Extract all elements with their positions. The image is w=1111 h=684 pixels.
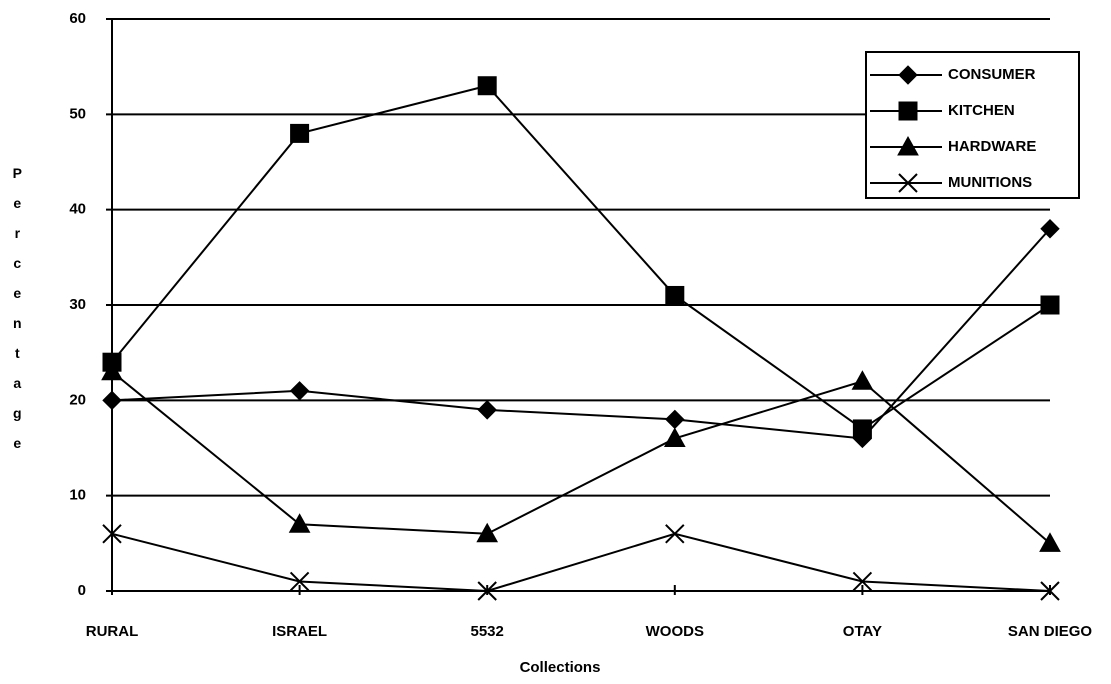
marker	[1040, 295, 1060, 315]
marker	[1039, 532, 1061, 552]
y-tick-label: 30	[69, 296, 86, 313]
y-tick-label: 10	[69, 487, 86, 504]
x-axis-label: Collections	[520, 659, 601, 676]
x-tick-label: ISRAEL	[272, 623, 327, 640]
marker	[289, 571, 310, 592]
x-tick-label: 5532	[471, 623, 504, 640]
marker	[898, 173, 918, 193]
x-tick-label: RURAL	[86, 623, 139, 640]
series-line	[111, 532, 1051, 593]
marker	[477, 581, 497, 601]
y-tick-label: 40	[69, 201, 86, 218]
y-axis-label: Percentage	[9, 165, 25, 465]
marker	[898, 101, 918, 121]
legend-label: MUNITIONS	[948, 174, 1032, 191]
x-tick-label: OTAY	[843, 623, 882, 640]
series-line	[111, 228, 1051, 440]
marker	[663, 427, 686, 447]
marker	[102, 524, 122, 544]
y-tick-label: 50	[69, 105, 86, 122]
marker	[290, 123, 310, 143]
marker	[665, 285, 685, 305]
x-tick-label: WOODS	[646, 623, 704, 640]
y-tick-label: 0	[78, 582, 86, 599]
marker	[898, 65, 918, 85]
legend-label: CONSUMER	[948, 66, 1036, 83]
marker	[665, 524, 685, 544]
marker	[476, 522, 499, 543]
legend: CONSUMER KITCHEN HARDWARE MUNITIONS	[865, 51, 1080, 199]
marker	[477, 400, 497, 420]
marker	[102, 390, 122, 411]
marker	[477, 76, 497, 96]
series-line	[111, 370, 1051, 545]
marker	[101, 360, 123, 381]
marker	[1040, 219, 1060, 239]
marker	[851, 370, 874, 390]
marker	[852, 419, 872, 439]
legend-label: KITCHEN	[948, 102, 1015, 119]
x-tick-label: SAN DIEGO	[1008, 623, 1093, 640]
marker	[897, 135, 919, 156]
marker	[288, 513, 311, 533]
y-tick-label: 20	[69, 391, 86, 408]
legend-label: HARDWARE	[948, 138, 1036, 155]
marker	[1040, 581, 1060, 601]
marker	[665, 409, 685, 430]
marker	[289, 381, 310, 401]
marker	[852, 571, 873, 592]
y-tick-label: 60	[69, 10, 86, 27]
